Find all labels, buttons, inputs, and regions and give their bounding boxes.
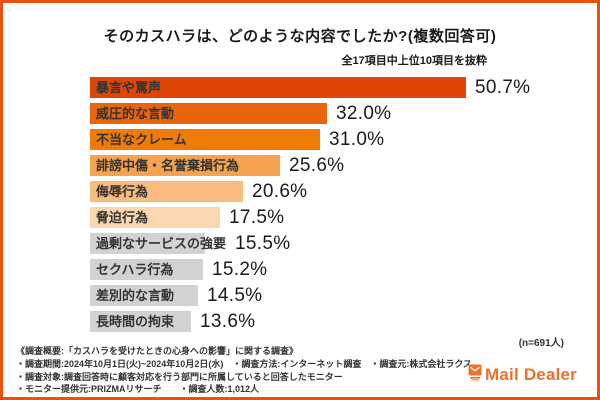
bar-row: 暴言や罵声 50.7% [90, 77, 590, 98]
bar-track: 誹謗中傷・名誉棄損行為 [90, 155, 280, 176]
bar-row: セクハラ行為 15.2% [90, 259, 590, 280]
bar-value: 14.5% [207, 284, 263, 306]
bar-row: 脅迫行為 17.5% [90, 207, 590, 228]
bar-label: 長時間の拘束 [96, 314, 175, 329]
bar-track: 暴言や罵声 [90, 77, 466, 98]
bar-label: 誹謗中傷・名誉棄損行為 [96, 158, 240, 173]
bar-value: 20.6% [252, 180, 308, 202]
bar-value: 17.5% [229, 206, 285, 228]
bar-row: 不当なクレーム 31.0% [90, 129, 590, 150]
bar-track: 長時間の拘束 [90, 311, 191, 332]
bar [90, 233, 205, 254]
chart-title: そのカスハラは、どのような内容でしたか?(複数回答可) [103, 28, 497, 45]
bar-label: 威圧的な言動 [96, 106, 175, 121]
bar-track: 不当なクレーム [90, 129, 320, 150]
bar [90, 155, 280, 176]
bar-value: 25.6% [289, 154, 345, 176]
survey-note-line: ・調査期間:2024年10月1日(火)~2024年10月2日(水) ・調査方法:… [16, 358, 473, 369]
sample-size-note: (n=691人) [518, 338, 564, 349]
survey-note-line: ・調査対象:調査回答時に顧客対応を行う部門に所属していると回答したモニター [16, 371, 343, 382]
bar-row: 威圧的な言動 32.0% [90, 103, 590, 124]
bar-value: 15.2% [212, 258, 268, 280]
bar-label: 差別的な言動 [96, 288, 175, 303]
mail-dealer-logo-text: Mail Dealer [485, 365, 577, 384]
bar-value: 15.5% [235, 232, 291, 254]
bar-track: 過剰なサービスの強要 [90, 233, 226, 254]
bar-chart: 暴言や罵声 50.7% 威圧的な言動 32.0% 不当なクレーム 31.0% 誹謗中傷・名誉… [90, 77, 590, 337]
survey-note-line: 《調査概要:「カスハラを受けたときの心身への影響」に関する調査》 [16, 346, 298, 356]
bar-label: 過剰なサービスの強要 [96, 236, 227, 251]
survey-notes: 《調査概要:「カスハラを受けたときの心身への影響」に関する調査》・調査期間:20… [16, 345, 472, 396]
survey-note-line: ・モニター提供元:PRIZMAリサーチ ・調査人数:1,012人 [16, 384, 260, 395]
bar-track: 威圧的な言動 [90, 103, 327, 124]
bar-track: 侮辱行為 [90, 181, 243, 202]
bar-track: 脅迫行為 [90, 207, 220, 228]
bar-label: 不当なクレーム [96, 132, 187, 147]
bar [90, 103, 327, 124]
bar-label: セクハラ行為 [96, 262, 174, 277]
bar-row: 長時間の拘束 13.6% [90, 311, 590, 332]
bar-label: 脅迫行為 [96, 210, 149, 225]
bar-value: 50.7% [475, 76, 531, 98]
bar-label: 暴言や罵声 [96, 80, 162, 95]
bar [90, 311, 191, 332]
mail-dealer-logo: Mail Dealer [468, 364, 577, 386]
chart-subtitle: 全17項目中上位10項目を抜粋 [341, 55, 487, 67]
bar [90, 181, 243, 202]
bar-value: 32.0% [336, 102, 392, 124]
bar [90, 129, 320, 150]
bar-track: 差別的な言動 [90, 285, 198, 306]
bar-value: 31.0% [329, 128, 385, 150]
mail-envelope-icon [468, 364, 482, 386]
bar-row: 誹謗中傷・名誉棄損行為 25.6% [90, 155, 590, 176]
bar-row: 過剰なサービスの強要 15.5% [90, 233, 590, 254]
bar [90, 77, 466, 98]
bar [90, 259, 203, 280]
bar-row: 侮辱行為 20.6% [90, 181, 590, 202]
bar-label: 侮辱行為 [96, 184, 149, 199]
bar [90, 207, 220, 228]
bar-value: 13.6% [200, 310, 256, 332]
bar [90, 285, 198, 306]
bar-track: セクハラ行為 [90, 259, 203, 280]
bar-row: 差別的な言動 14.5% [90, 285, 590, 306]
